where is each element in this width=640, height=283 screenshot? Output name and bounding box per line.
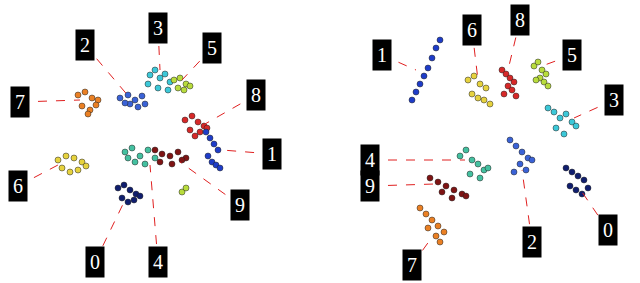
svg-text:2: 2 (527, 231, 537, 253)
svg-text:3: 3 (609, 89, 619, 111)
svg-text:1: 1 (267, 143, 277, 165)
svg-text:7: 7 (15, 91, 25, 113)
svg-text:9: 9 (365, 175, 375, 197)
svg-text:1: 1 (377, 44, 387, 66)
svg-text:8: 8 (515, 9, 525, 31)
svg-text:5: 5 (567, 44, 577, 66)
svg-text:3: 3 (153, 17, 163, 39)
svg-text:6: 6 (467, 19, 477, 41)
svg-text:6: 6 (13, 175, 23, 197)
svg-text:2: 2 (80, 34, 90, 56)
svg-text:9: 9 (235, 194, 245, 216)
svg-text:7: 7 (407, 254, 417, 276)
svg-text:0: 0 (603, 219, 613, 241)
svg-text:0: 0 (90, 251, 100, 273)
svg-text:8: 8 (251, 84, 261, 106)
svg-text:4: 4 (153, 251, 163, 273)
svg-text:5: 5 (207, 37, 217, 59)
svg-text:4: 4 (365, 149, 375, 171)
